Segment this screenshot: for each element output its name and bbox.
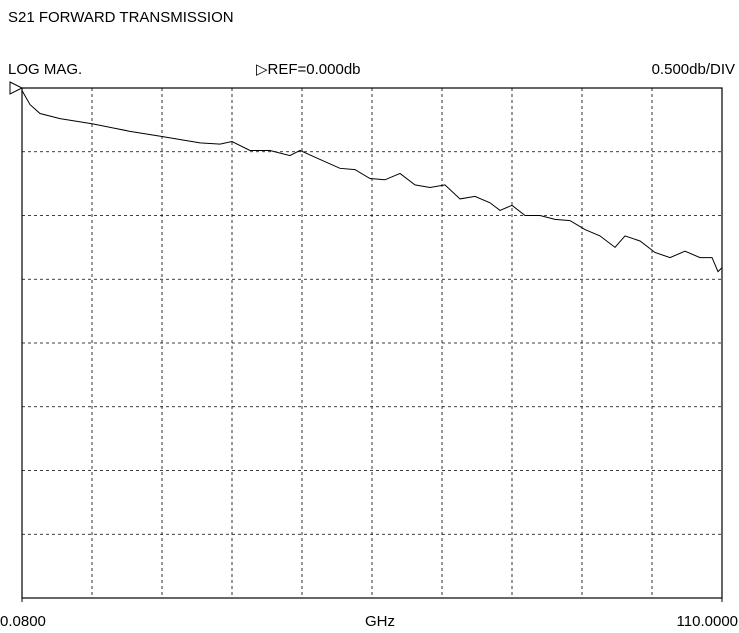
x-axis-label: GHz <box>365 613 395 630</box>
format-label: LOG MAG. <box>8 61 82 78</box>
reference-label: ▷REF=0.000db <box>256 61 361 78</box>
x-tick-label: 110.0000 <box>677 613 738 630</box>
reference-marker <box>10 82 22 94</box>
page: S21 FORWARD TRANSMISSION LOG MAG. ▷REF=0… <box>0 0 739 633</box>
chart: S21 FORWARD TRANSMISSION LOG MAG. ▷REF=0… <box>0 0 739 633</box>
scale-label: 0.500db/DIV <box>652 61 735 78</box>
chart-title: S21 FORWARD TRANSMISSION <box>8 9 234 26</box>
x-tick-label: 0.0800 <box>0 613 46 630</box>
